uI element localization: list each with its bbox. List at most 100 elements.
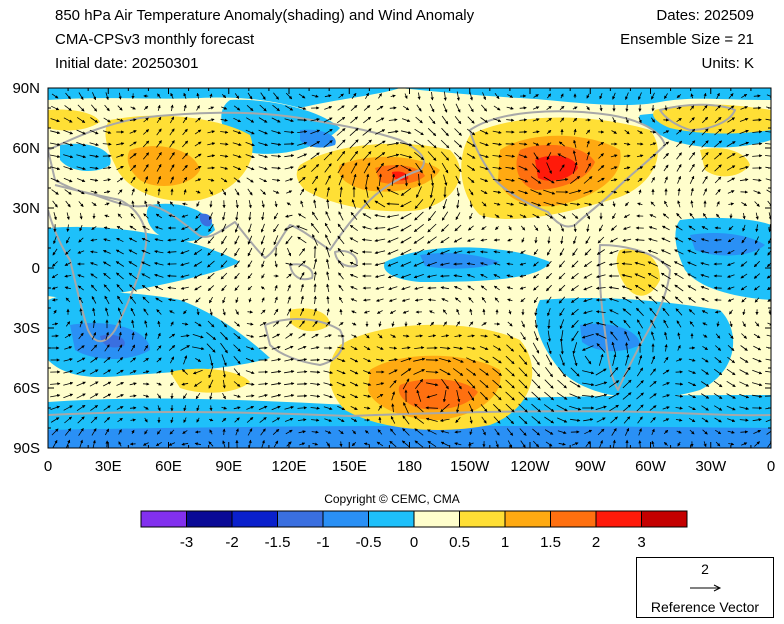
colorbar-label: 2 — [592, 534, 600, 551]
wind-arrow — [701, 226, 709, 230]
wind-arrow — [336, 116, 346, 124]
wind-arrow — [546, 224, 552, 232]
wind-arrow — [221, 106, 228, 110]
wind-arrow — [400, 200, 412, 208]
wind-arrow — [142, 140, 150, 148]
wind-arrow — [261, 212, 265, 221]
colorbar-swatch — [368, 510, 415, 528]
wind-arrow — [325, 211, 331, 221]
wind-arrow — [508, 225, 512, 231]
wind-arrow — [297, 236, 307, 244]
wind-arrow — [284, 225, 294, 231]
wind-arrow — [144, 200, 148, 208]
wind-arrow — [272, 190, 280, 194]
wind-arrow — [128, 237, 137, 243]
wind-arrow — [649, 214, 657, 218]
wind-arrow — [651, 176, 655, 183]
wind-arrow — [194, 225, 202, 232]
wind-arrow — [300, 200, 304, 208]
wind-arrow — [531, 201, 542, 207]
wind-arrow — [442, 103, 448, 113]
colorbar-swatch — [550, 510, 597, 528]
wind-arrow — [467, 116, 475, 124]
wind-arrow — [492, 142, 502, 146]
wind-arrow — [690, 187, 694, 196]
wind-arrow — [650, 130, 657, 134]
reference-magnitude: 2 — [701, 561, 709, 577]
wind-arrow — [130, 176, 136, 184]
wind-arrow — [182, 202, 188, 206]
wind-arrow — [505, 178, 515, 182]
wind-arrow — [207, 130, 216, 134]
wind-arrow — [103, 226, 110, 230]
wind-arrow — [608, 262, 619, 266]
wind-arrow — [612, 201, 616, 208]
wind-arrow — [455, 212, 461, 221]
wind-arrow — [611, 190, 618, 194]
wind-arrow — [196, 92, 200, 99]
wind-arrow — [364, 185, 369, 198]
wind-arrow — [739, 117, 749, 122]
wind-arrow — [325, 258, 330, 269]
wind-arrow — [209, 212, 213, 220]
wind-arrow — [141, 249, 151, 255]
wind-arrow — [440, 139, 450, 149]
wind-arrow — [586, 224, 590, 233]
wind-arrow — [117, 189, 123, 195]
wind-arrow — [374, 262, 385, 267]
wind-arrow — [415, 162, 423, 174]
lon-label: 60E — [155, 458, 182, 475]
wind-arrow — [690, 93, 694, 99]
wind-arrow — [583, 189, 593, 194]
lat-label: 60S — [13, 380, 40, 397]
wind-arrow — [611, 130, 617, 134]
wind-arrow — [351, 92, 357, 99]
colorbar-swatch — [322, 510, 369, 528]
wind-arrow — [439, 262, 450, 266]
wind-arrow — [701, 152, 709, 160]
wind-arrow — [453, 237, 462, 243]
wind-arrow — [50, 177, 60, 183]
wind-arrow — [374, 140, 386, 148]
wind-arrow — [115, 249, 124, 255]
wind-arrow — [492, 178, 502, 182]
wind-arrow — [530, 189, 542, 195]
wind-arrow — [714, 128, 722, 136]
wind-arrow — [413, 248, 425, 256]
wind-arrow — [76, 142, 87, 147]
wind-arrow — [481, 201, 487, 207]
reference-arrow — [690, 584, 722, 592]
wind-arrow — [624, 166, 631, 170]
wind-arrow — [77, 189, 85, 195]
wind-arrow — [220, 130, 229, 134]
wind-arrow — [650, 165, 656, 171]
wind-arrow — [585, 129, 591, 135]
wind-arrow — [752, 142, 763, 146]
wind-arrow — [195, 117, 201, 123]
wind-arrow — [492, 166, 502, 170]
wind-arrow — [482, 92, 486, 101]
wind-arrow — [194, 153, 202, 159]
wind-arrow — [193, 261, 203, 267]
wind-arrow — [234, 188, 240, 196]
wind-arrow — [66, 224, 70, 233]
wind-arrow — [386, 202, 400, 206]
wind-arrow — [259, 177, 268, 183]
wind-arrow — [350, 162, 358, 174]
wind-arrow — [441, 115, 449, 125]
wind-arrow — [518, 177, 529, 183]
wind-arrow — [154, 226, 163, 230]
lon-label: 90E — [215, 458, 242, 475]
wind-arrow — [558, 260, 566, 268]
wind-arrow — [454, 115, 462, 125]
wind-arrow — [701, 140, 709, 148]
wind-arrow — [638, 189, 642, 195]
wind-arrow — [598, 224, 604, 232]
wind-arrow — [596, 249, 605, 255]
wind-arrow — [573, 236, 577, 245]
wind-arrow — [260, 223, 265, 233]
wind-arrow — [426, 261, 437, 267]
wind-arrow — [492, 154, 503, 158]
wind-arrow — [716, 201, 720, 207]
wind-arrow — [765, 155, 771, 157]
